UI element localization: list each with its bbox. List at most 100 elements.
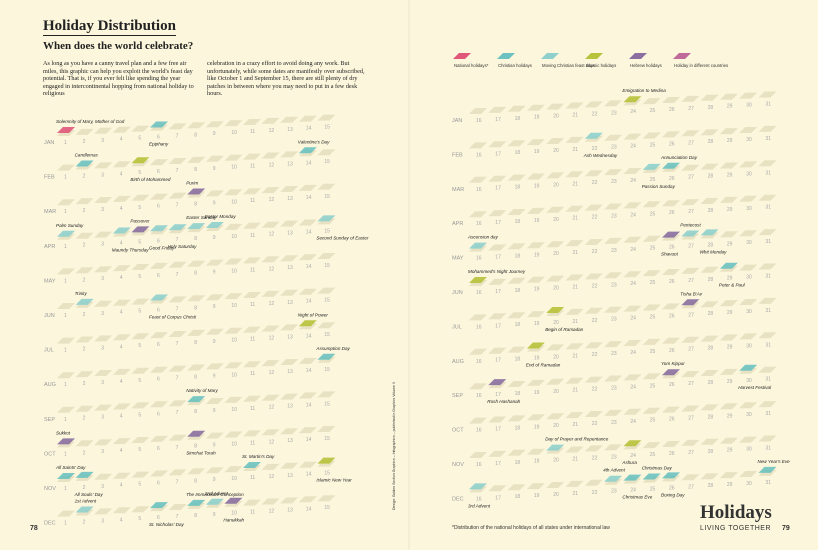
day-number: 22 [592, 283, 598, 289]
day-number: 28 [708, 174, 714, 180]
day-tile [57, 372, 75, 379]
day-tile [112, 368, 131, 375]
day-number: 3 [101, 276, 104, 282]
day-tile [507, 209, 526, 215]
day-number: 12 [269, 232, 275, 238]
day-tile [758, 366, 777, 373]
day-tile [469, 211, 487, 218]
legend-swatch [673, 53, 691, 59]
day-number: 4 [120, 171, 123, 177]
holiday-label: Emigration to Medina [622, 88, 666, 93]
day-number: 3 [101, 380, 104, 386]
day-number: 17 [495, 495, 501, 501]
day-tile [205, 398, 224, 404]
day-number: 31 [766, 170, 772, 176]
day-tile [317, 253, 336, 259]
holiday-tile [187, 396, 206, 403]
legend-label: Hebrew holidays [630, 63, 662, 68]
day-tile [565, 205, 584, 212]
holiday-label: Passover [130, 218, 150, 223]
day-number: 23 [611, 386, 617, 392]
day-number: 13 [287, 265, 293, 271]
day-tile [565, 480, 584, 487]
day-number: 11 [250, 198, 255, 204]
day-number: 31 [766, 480, 772, 486]
holiday-tile [469, 277, 487, 283]
day-number: 29 [727, 310, 733, 316]
day-number: 14 [306, 506, 312, 512]
day-tile [758, 263, 777, 270]
day-tile [298, 427, 317, 434]
day-number: 2 [83, 485, 86, 491]
day-number: 25 [650, 143, 656, 149]
day-tile [758, 332, 777, 339]
holiday-label: Birth of Mohammed [130, 177, 171, 182]
day-number: 6 [157, 481, 160, 487]
day-number: 27 [688, 416, 694, 422]
day-tile [187, 295, 206, 302]
day-number: 10 [231, 372, 237, 378]
day-number: 4 [120, 275, 123, 281]
day-number: 19 [534, 184, 540, 190]
day-tile [507, 140, 526, 147]
day-tile [662, 200, 680, 207]
day-number: 16 [476, 118, 482, 124]
day-number: 22 [592, 180, 598, 186]
day-tile [604, 100, 623, 107]
day-tile [546, 103, 565, 110]
day-number: 22 [592, 215, 598, 221]
section-title: Holidays [700, 502, 772, 523]
holiday-label: Easter Monday [205, 214, 237, 219]
day-tile [681, 371, 700, 378]
day-tile [507, 277, 526, 284]
day-tile [57, 303, 75, 309]
day-number: 15 [324, 263, 330, 269]
day-tile [298, 392, 317, 399]
day-number: 20 [553, 458, 559, 464]
holiday-tile [623, 474, 642, 481]
day-tile [604, 169, 623, 176]
day-number: 23 [611, 282, 617, 288]
day-number: 29 [727, 207, 733, 213]
day-tile [526, 104, 545, 111]
legend-swatch [497, 53, 515, 59]
holiday-tile [187, 499, 206, 506]
day-number: 16 [476, 428, 482, 434]
day-tile [681, 164, 700, 171]
day-tile [719, 334, 738, 341]
holiday-label: Christmas Day [642, 466, 673, 471]
day-number: 26 [669, 141, 675, 147]
holiday-label: Trinity [75, 291, 88, 296]
day-number: 23 [611, 420, 617, 426]
day-number: 23 [611, 351, 617, 357]
day-number: 24 [630, 144, 636, 150]
day-number: 24 [630, 247, 636, 253]
day-tile [758, 160, 777, 167]
day-number: 18 [515, 494, 521, 500]
day-number: 27 [688, 106, 694, 112]
day-tile [131, 471, 150, 478]
day-number: 30 [746, 412, 752, 418]
holiday-label: Palm Sunday [56, 223, 84, 228]
day-number: 23 [611, 110, 617, 116]
day-tile [75, 440, 94, 447]
day-number: 27 [688, 347, 694, 353]
holiday-tile [150, 225, 168, 232]
day-tile [94, 197, 113, 203]
day-tile [584, 376, 603, 383]
holiday-label: Sukkot [56, 430, 71, 435]
day-number: 14 [306, 368, 312, 374]
day-number: 31 [766, 411, 772, 417]
day-tile [584, 445, 603, 452]
holiday-label: Ash Wednesday [583, 153, 618, 158]
day-tile [758, 297, 777, 304]
day-number: 8 [194, 167, 197, 173]
day-tile [224, 189, 243, 196]
day-number: 22 [592, 421, 598, 427]
day-tile [94, 231, 113, 238]
day-number: 19 [534, 149, 540, 155]
day-tile [758, 401, 777, 408]
day-number: 31 [766, 446, 772, 452]
day-tile [719, 196, 738, 203]
